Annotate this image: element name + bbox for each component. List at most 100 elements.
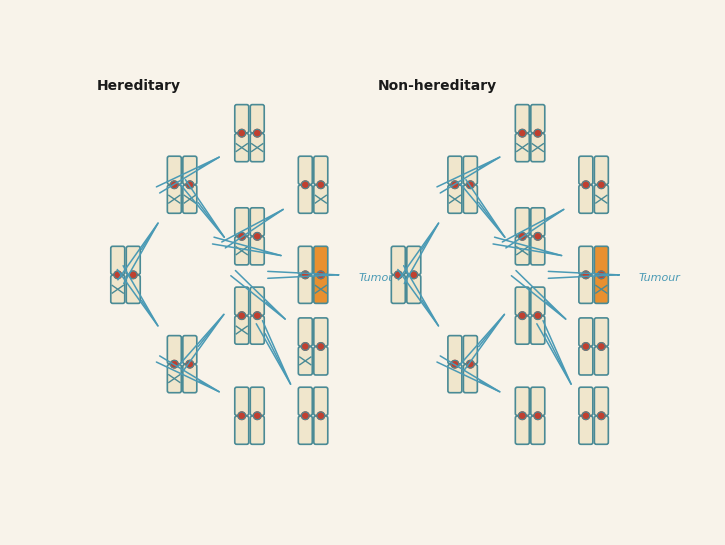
FancyBboxPatch shape (314, 275, 328, 304)
FancyBboxPatch shape (515, 105, 529, 133)
FancyBboxPatch shape (515, 287, 529, 316)
FancyBboxPatch shape (448, 185, 462, 213)
FancyBboxPatch shape (314, 156, 328, 184)
FancyBboxPatch shape (579, 416, 593, 444)
Circle shape (518, 312, 526, 319)
FancyBboxPatch shape (579, 275, 593, 304)
FancyBboxPatch shape (392, 246, 405, 275)
FancyBboxPatch shape (167, 365, 181, 393)
Circle shape (302, 343, 309, 350)
FancyBboxPatch shape (298, 185, 312, 213)
FancyBboxPatch shape (250, 208, 264, 236)
FancyBboxPatch shape (531, 387, 544, 415)
FancyBboxPatch shape (463, 336, 477, 364)
Circle shape (582, 181, 589, 189)
FancyBboxPatch shape (314, 318, 328, 346)
Circle shape (467, 181, 474, 189)
Circle shape (302, 181, 309, 189)
Circle shape (597, 343, 605, 350)
Circle shape (582, 343, 589, 350)
Circle shape (238, 412, 246, 420)
Circle shape (302, 271, 309, 278)
FancyBboxPatch shape (463, 185, 477, 213)
Circle shape (317, 181, 325, 189)
FancyBboxPatch shape (183, 336, 196, 364)
FancyBboxPatch shape (314, 416, 328, 444)
Circle shape (394, 271, 402, 278)
FancyBboxPatch shape (594, 156, 608, 184)
FancyBboxPatch shape (594, 185, 608, 213)
Circle shape (597, 181, 605, 189)
FancyBboxPatch shape (448, 156, 462, 184)
FancyBboxPatch shape (515, 316, 529, 344)
FancyBboxPatch shape (515, 387, 529, 415)
Text: Tumour: Tumour (358, 273, 400, 283)
FancyBboxPatch shape (448, 365, 462, 393)
FancyBboxPatch shape (314, 347, 328, 375)
Circle shape (467, 360, 474, 368)
Circle shape (597, 271, 605, 278)
FancyBboxPatch shape (594, 416, 608, 444)
FancyBboxPatch shape (235, 387, 249, 415)
Circle shape (451, 360, 459, 368)
FancyBboxPatch shape (235, 416, 249, 444)
Circle shape (317, 412, 325, 420)
Circle shape (186, 360, 194, 368)
FancyBboxPatch shape (298, 156, 312, 184)
FancyBboxPatch shape (531, 287, 544, 316)
FancyBboxPatch shape (531, 105, 544, 133)
FancyBboxPatch shape (314, 387, 328, 415)
Circle shape (518, 412, 526, 420)
FancyBboxPatch shape (250, 316, 264, 344)
FancyBboxPatch shape (298, 318, 312, 346)
FancyBboxPatch shape (298, 246, 312, 275)
Text: Non-hereditary: Non-hereditary (378, 79, 497, 93)
FancyBboxPatch shape (235, 134, 249, 162)
Text: Hereditary: Hereditary (97, 79, 181, 93)
FancyBboxPatch shape (167, 185, 181, 213)
FancyBboxPatch shape (579, 246, 593, 275)
Circle shape (410, 271, 418, 278)
FancyBboxPatch shape (579, 347, 593, 375)
Circle shape (130, 271, 137, 278)
FancyBboxPatch shape (298, 416, 312, 444)
FancyBboxPatch shape (579, 387, 593, 415)
FancyBboxPatch shape (463, 156, 477, 184)
Circle shape (238, 233, 246, 240)
FancyBboxPatch shape (515, 416, 529, 444)
FancyBboxPatch shape (531, 134, 544, 162)
FancyBboxPatch shape (407, 246, 420, 275)
FancyBboxPatch shape (531, 416, 544, 444)
FancyBboxPatch shape (515, 134, 529, 162)
Circle shape (534, 312, 542, 319)
FancyBboxPatch shape (594, 347, 608, 375)
FancyBboxPatch shape (298, 347, 312, 375)
FancyBboxPatch shape (250, 237, 264, 265)
FancyBboxPatch shape (594, 246, 608, 275)
Circle shape (534, 129, 542, 137)
FancyBboxPatch shape (183, 365, 196, 393)
FancyBboxPatch shape (407, 275, 420, 304)
Circle shape (170, 360, 178, 368)
FancyBboxPatch shape (250, 134, 264, 162)
Circle shape (254, 412, 261, 420)
Circle shape (238, 129, 246, 137)
Circle shape (582, 412, 589, 420)
FancyBboxPatch shape (250, 416, 264, 444)
Circle shape (451, 181, 459, 189)
Circle shape (518, 129, 526, 137)
Circle shape (114, 271, 122, 278)
FancyBboxPatch shape (126, 275, 140, 304)
FancyBboxPatch shape (111, 246, 125, 275)
FancyBboxPatch shape (392, 275, 405, 304)
Circle shape (582, 271, 589, 278)
Circle shape (302, 412, 309, 420)
Circle shape (317, 271, 325, 278)
FancyBboxPatch shape (235, 208, 249, 236)
FancyBboxPatch shape (235, 237, 249, 265)
FancyBboxPatch shape (183, 185, 196, 213)
FancyBboxPatch shape (183, 156, 196, 184)
FancyBboxPatch shape (250, 287, 264, 316)
FancyBboxPatch shape (314, 246, 328, 275)
FancyBboxPatch shape (579, 185, 593, 213)
